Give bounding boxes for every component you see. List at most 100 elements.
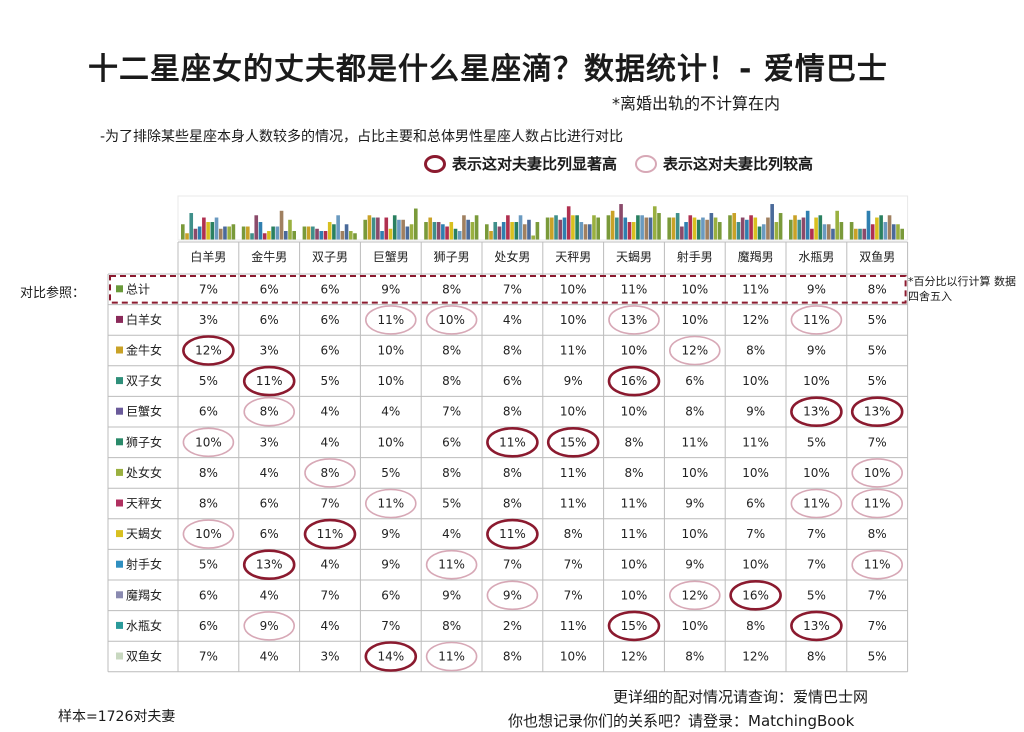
mini-bar	[623, 217, 628, 240]
mini-bar	[854, 228, 858, 240]
mini-bar	[323, 231, 328, 240]
mini-bar	[518, 215, 523, 240]
cell-value: 6%	[685, 374, 704, 388]
cell-value: 8%	[685, 650, 704, 664]
mini-bar	[615, 217, 619, 240]
mini-bar	[805, 210, 810, 240]
cell-value: 13%	[864, 405, 891, 419]
weak-highlight-circle	[851, 458, 904, 488]
cell-value: 8%	[442, 374, 461, 388]
mini-bar	[441, 224, 445, 240]
weak-highlight-circle	[486, 580, 539, 611]
cell-value: 5%	[868, 344, 887, 358]
cell-value: 5%	[199, 558, 218, 572]
mini-bar	[745, 219, 749, 240]
mini-bar	[493, 222, 498, 240]
cell-value: 5%	[868, 374, 887, 388]
cell-value: 11%	[499, 527, 526, 541]
column-header: 射手男	[677, 249, 713, 264]
cell-value: 6%	[503, 374, 522, 388]
cell-value: 15%	[621, 619, 648, 633]
cell-value: 6%	[260, 527, 279, 541]
mini-bar	[757, 226, 762, 240]
mini-bar	[424, 222, 428, 240]
mini-bar	[288, 219, 292, 240]
mini-bar	[262, 233, 267, 240]
mini-bar	[384, 217, 389, 240]
cell-value: 10%	[621, 344, 648, 358]
legend-weak-label: 表示这对夫妻比列较高	[663, 155, 814, 173]
divorce-note: *离婚出轨的不计算在内	[612, 94, 781, 113]
row-label: 处女女	[126, 465, 162, 480]
mini-bar	[558, 219, 563, 240]
mini-bar	[879, 215, 883, 240]
cell-value: 10%	[681, 619, 708, 633]
cell-value: 7%	[746, 527, 765, 541]
row-swatch-icon	[116, 346, 123, 354]
mini-bar	[810, 228, 814, 240]
cell-value: 2%	[503, 619, 522, 633]
cell-value: 6%	[260, 497, 279, 511]
mini-bar	[227, 226, 231, 240]
cell-value: 10%	[742, 374, 769, 388]
mini-bar	[896, 224, 900, 240]
cell-value: 12%	[681, 344, 708, 358]
mini-bar	[392, 215, 397, 240]
mini-bar	[292, 231, 296, 240]
cell-value: 10%	[742, 466, 769, 480]
weak-highlight-circle	[608, 305, 660, 335]
cell-value: 13%	[803, 619, 830, 633]
cell-value: 6%	[746, 497, 765, 511]
mini-bar	[575, 215, 579, 240]
mini-bar	[652, 206, 657, 240]
mini-bar	[271, 226, 275, 240]
mini-bar	[814, 217, 818, 240]
cell-value: 11%	[560, 466, 587, 480]
mini-bar	[701, 217, 705, 240]
cell-value: 11%	[317, 527, 344, 541]
mini-bar	[302, 226, 307, 240]
cell-value: 10%	[195, 527, 222, 541]
mini-bar	[246, 226, 250, 240]
mini-bar	[753, 217, 758, 240]
cell-value: 13%	[256, 558, 283, 572]
row-swatch-icon	[116, 530, 123, 538]
cell-value: 11%	[742, 435, 769, 449]
row-swatch-icon	[116, 499, 123, 507]
mini-bar	[789, 219, 793, 240]
mini-bar	[428, 217, 433, 240]
mini-bar	[275, 226, 280, 240]
cell-value: 12%	[621, 650, 648, 664]
mini-bar	[380, 231, 384, 240]
cell-value: 6%	[320, 282, 339, 296]
cell-value: 8%	[442, 344, 461, 358]
cell-value: 8%	[685, 405, 704, 419]
cell-value: 10%	[560, 650, 587, 664]
mini-bar	[193, 228, 198, 240]
weak-highlight-circle	[790, 305, 843, 335]
cell-value: 11%	[560, 619, 587, 633]
cell-value: 6%	[320, 313, 339, 327]
cell-value: 6%	[381, 588, 400, 602]
strong-highlight-circle	[242, 365, 296, 397]
weak-highlight-circle	[851, 549, 904, 580]
row-swatch-icon	[116, 591, 123, 599]
mini-bar	[644, 217, 649, 240]
cell-value: 13%	[621, 313, 648, 327]
row-label: 白羊女	[126, 312, 162, 327]
cell-value: 11%	[560, 344, 587, 358]
mini-bar	[315, 228, 319, 240]
mini-bar	[344, 224, 349, 240]
cell-value: 6%	[199, 619, 218, 633]
mini-bar	[778, 213, 783, 240]
percent-note: *百分比以行计算 数据四舍五入	[908, 275, 1016, 303]
mini-bar	[241, 226, 246, 240]
cell-value: 4%	[320, 435, 339, 449]
mini-bar	[254, 215, 259, 240]
mini-bar	[627, 222, 632, 240]
cell-value: 10%	[803, 374, 830, 388]
mini-bar	[336, 215, 340, 240]
cell-value: 8%	[503, 466, 522, 480]
mini-bar	[363, 219, 368, 240]
cell-value: 9%	[381, 527, 400, 541]
